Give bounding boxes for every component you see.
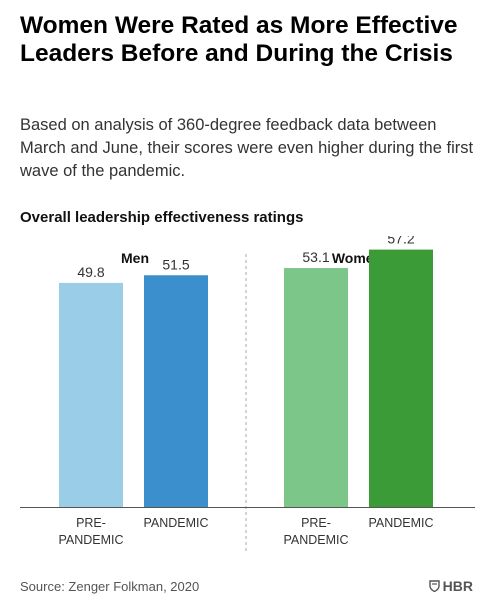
chart-subtitle: Based on analysis of 360-degree feedback… bbox=[20, 116, 474, 180]
source-note: Source: Zenger Folkman, 2020 bbox=[20, 579, 200, 594]
group-label-men: Men bbox=[121, 250, 149, 266]
hbr-logo: HBR bbox=[428, 578, 473, 594]
brand-text: HBR bbox=[442, 578, 473, 594]
women-prepandemic-category-label: PRE- bbox=[301, 516, 331, 530]
men-pandemic-bar bbox=[144, 275, 208, 507]
women-prepandemic-bar bbox=[284, 268, 348, 507]
women-prepandemic-category-label: PANDEMIC bbox=[283, 533, 348, 547]
men-prepandemic-category-label: PRE- bbox=[76, 516, 106, 530]
chart-heading: Overall leadership effectiveness ratings bbox=[20, 209, 304, 226]
men-prepandemic-category-label: PANDEMIC bbox=[58, 533, 123, 547]
men-pandemic-value-label: 51.5 bbox=[162, 256, 189, 272]
men-prepandemic-value-label: 49.8 bbox=[77, 264, 104, 280]
women-pandemic-value-label: 57.2 bbox=[387, 236, 414, 247]
men-prepandemic-bar bbox=[59, 282, 123, 507]
chart-title: Women Were Rated as More Effective Leade… bbox=[20, 12, 458, 67]
bar-chart: Men49.8PRE-PANDEMIC51.5PANDEMICWomen53.1… bbox=[20, 236, 475, 554]
men-pandemic-category-label: PANDEMIC bbox=[143, 516, 208, 530]
women-pandemic-category-label: PANDEMIC bbox=[368, 516, 433, 530]
hbr-shield-icon bbox=[428, 580, 440, 592]
women-pandemic-bar bbox=[369, 249, 433, 507]
women-prepandemic-value-label: 53.1 bbox=[302, 249, 329, 265]
